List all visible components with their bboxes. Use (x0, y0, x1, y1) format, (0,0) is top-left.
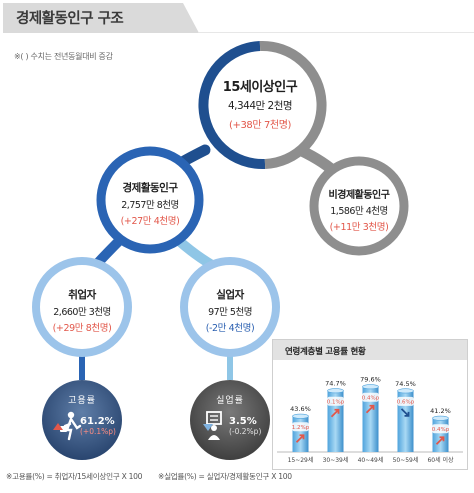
node-total-value: 4,344만 2천명 (227, 100, 293, 112)
chart-value-label: 74.5% (395, 380, 416, 388)
unemployment-rate-value-box: 3.5% (-0.2%p) (229, 416, 261, 436)
chart-bar (397, 390, 414, 452)
employment-rate-label: 고용률 (68, 396, 96, 406)
node-unemployed-value: 97만 5천명 (208, 307, 252, 318)
chart-value-label: 79.6% (360, 376, 381, 384)
chart-bar-cap (432, 415, 449, 421)
employment-rate-value: 61.2% (80, 416, 115, 427)
chart-change-box (362, 392, 379, 402)
employment-rate-change: (+0.1%p) (80, 427, 116, 436)
node-active: 경제활동인구 2,757만 8천명 (+27만 4천명) (101, 180, 199, 227)
node-total: 15세이상인구 4,344만 2천명 (+38만 7천명) (201, 76, 319, 131)
arrow-up-icon (53, 423, 63, 430)
employment-rate-disc (42, 380, 122, 460)
title-bar (3, 3, 474, 33)
arrow-down-icon (400, 408, 410, 417)
chart-bar-cap (292, 413, 309, 419)
chart-change-box (397, 396, 414, 406)
node-unemployed-title: 실업자 (216, 289, 244, 301)
chart-change-label: 0.4%p (362, 396, 380, 402)
ring-employed (32, 257, 132, 357)
node-inactive-value: 1,586만 4천명 (330, 206, 388, 217)
node-inactive: 비경제활동인구 1,586만 4천명 (+11만 3천명) (311, 186, 407, 233)
unemployment-rate-label: 실업률 (216, 396, 244, 406)
ring-total-active (198, 41, 266, 170)
node-total-title: 15세이상인구 (222, 80, 298, 95)
arrow-down-icon (203, 424, 213, 431)
node-unemployed-change: (-2만 4천명) (205, 323, 255, 334)
chart-change-label: 0.4%p (432, 427, 450, 433)
age-employment-chart: 43.6% 1.2%p 15~29세 74.7% 0.1%p 30~39세 79.6% 0.4… (277, 376, 463, 464)
employment-rate-value-box: 61.2% (+0.1%p) (80, 416, 116, 436)
footer-unemployment-formula: ※실업률(%) = 실업자/경제활동인구 X 100 (158, 472, 292, 481)
job-seeker-icon (206, 411, 222, 440)
chart-category-label: 60세 이상 (427, 456, 454, 464)
node-unemployed: 실업자 97만 5천명 (-2만 4천명) (184, 287, 276, 334)
node-employed-change: (+29만 8천명) (52, 323, 112, 334)
note: ※( ) 수치는 전년동월대비 증감 (14, 52, 113, 61)
connector-active-unemployed (173, 235, 217, 270)
chart-change-box (292, 422, 309, 432)
panel-header (273, 340, 467, 360)
page-title: 경제활동인구 구조 (16, 11, 124, 27)
chart-change-label: 0.1%p (327, 400, 345, 406)
ring-active (96, 146, 204, 254)
chart-bar (432, 418, 449, 452)
chart-bar (327, 390, 344, 452)
footer-employment-formula: ※고용률(%) = 취업자/15세이상인구 X 100 (6, 472, 143, 481)
ring-total-inactive (259, 40, 327, 169)
node-active-change: (+27만 4천명) (120, 216, 180, 227)
chart-bar-cap (327, 388, 344, 394)
chart-category-label: 15~29세 (288, 456, 314, 464)
worker-icon (60, 411, 82, 441)
node-active-title: 경제활동인구 (122, 182, 178, 194)
chart-title: 연령계층별 고용률 현황 (285, 347, 366, 357)
arrow-up-icon (295, 434, 305, 443)
unemployment-rate-value: 3.5% (229, 416, 257, 427)
chart-change-box (432, 424, 449, 434)
node-employed-title: 취업자 (68, 289, 96, 301)
arrow-up-icon (365, 404, 375, 414)
node-inactive-title: 비경제활동인구 (328, 190, 390, 201)
age-employment-panel: 연령계층별 고용률 현황 43.6% 1.2%p 15~29세 74.7% 0.1%p 3… (272, 339, 468, 470)
node-total-change: (+38만 7천명) (228, 120, 292, 131)
arrow-up-icon (330, 408, 340, 418)
arrow-up-icon (435, 436, 445, 445)
chart-change-box (327, 396, 344, 406)
ring-inactive (309, 156, 409, 256)
chart-value-label: 74.7% (325, 380, 346, 388)
chart-value-label: 41.2% (430, 407, 451, 415)
node-employed: 취업자 2,660만 3천명 (+29만 8천명) (36, 287, 128, 334)
chart-bar-cap (362, 384, 379, 390)
chart-bar (362, 386, 379, 452)
chart-change-label: 0.6%p (397, 400, 415, 406)
chart-value-label: 43.6% (290, 405, 311, 413)
node-inactive-change: (+11만 3천명) (329, 222, 389, 233)
node-active-value: 2,757만 8천명 (121, 200, 179, 211)
chart-change-label: 1.2%p (292, 425, 310, 431)
chart-category-label: 30~39세 (323, 456, 349, 464)
node-employed-value: 2,660만 3천명 (53, 307, 111, 318)
chart-bar (292, 416, 309, 452)
chart-category-label: 50~59세 (393, 456, 419, 464)
chart-bar-cap (397, 388, 414, 394)
ring-unemployed (180, 257, 280, 357)
unemployment-rate-change: (-0.2%p) (229, 427, 262, 436)
chart-category-label: 40~49세 (358, 456, 384, 464)
